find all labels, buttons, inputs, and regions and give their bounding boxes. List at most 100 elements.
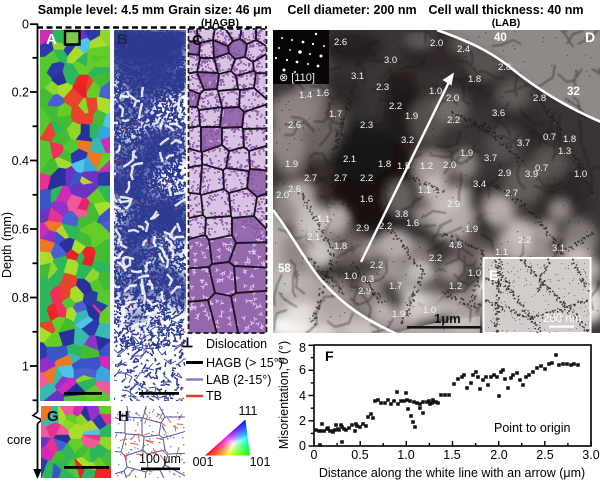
svg-text:1.9: 1.9 — [465, 224, 478, 235]
svg-text:Cell wall thickness: 40 nm: Cell wall thickness: 40 nm — [429, 3, 584, 17]
svg-text:2.9: 2.9 — [498, 168, 511, 179]
svg-text:0.3: 0.3 — [361, 274, 374, 285]
svg-text:100 μm: 100 μm — [139, 452, 181, 466]
svg-text:C: C — [192, 32, 203, 49]
svg-text:3.0: 3.0 — [582, 448, 599, 462]
svg-text:2.8: 2.8 — [498, 62, 511, 73]
svg-text:1.9: 1.9 — [460, 148, 473, 159]
svg-text:H: H — [118, 408, 129, 425]
svg-text:LAB (2-15°): LAB (2-15°) — [206, 373, 271, 387]
svg-text:2.7: 2.7 — [304, 173, 317, 184]
svg-text:1.5: 1.5 — [443, 448, 460, 462]
svg-text:1μm: 1μm — [434, 311, 461, 326]
svg-text:1.1: 1.1 — [317, 214, 330, 225]
svg-text:2.6: 2.6 — [288, 184, 301, 195]
svg-text:0.7: 0.7 — [535, 163, 548, 174]
svg-text:1: 1 — [22, 360, 29, 374]
svg-text:1.8: 1.8 — [378, 159, 391, 170]
svg-text:1.1: 1.1 — [418, 185, 431, 196]
svg-text:1.6: 1.6 — [360, 194, 373, 205]
svg-text:1.9: 1.9 — [285, 159, 298, 170]
svg-text:(LAB): (LAB) — [492, 17, 521, 29]
svg-text:2.9: 2.9 — [358, 286, 371, 297]
svg-text:2.0: 2.0 — [443, 160, 456, 171]
svg-text:2.2: 2.2 — [370, 260, 383, 271]
svg-text:4.8: 4.8 — [449, 240, 462, 251]
svg-text:1.9: 1.9 — [405, 111, 418, 122]
svg-text:101: 101 — [250, 455, 271, 469]
svg-text:3.4: 3.4 — [473, 179, 486, 190]
svg-text:2.4: 2.4 — [457, 44, 470, 55]
svg-text:0.6: 0.6 — [12, 223, 29, 237]
svg-text:3.9: 3.9 — [525, 169, 538, 180]
svg-text:1.2: 1.2 — [420, 161, 433, 172]
svg-text:Dislocation: Dislocation — [206, 337, 267, 351]
svg-text:1.1: 1.1 — [495, 247, 508, 258]
svg-text:1.0: 1.0 — [423, 305, 436, 316]
svg-text:2.1: 2.1 — [343, 154, 356, 165]
svg-text:2.7: 2.7 — [505, 188, 518, 199]
svg-text:3.7: 3.7 — [517, 138, 530, 149]
svg-text:Sample level: 4.5 mm: Sample level: 4.5 mm — [38, 3, 164, 17]
svg-text:001: 001 — [193, 455, 214, 469]
svg-text:2.9: 2.9 — [447, 199, 460, 210]
svg-text:1.8: 1.8 — [563, 134, 576, 145]
svg-text:2.0: 2.0 — [276, 190, 289, 201]
svg-text:2.0: 2.0 — [430, 38, 443, 49]
svg-text:2: 2 — [299, 414, 306, 428]
svg-text:3.1: 3.1 — [552, 243, 565, 254]
svg-text:2.2: 2.2 — [518, 235, 531, 246]
svg-text:HAGB (> 15°): HAGB (> 15°) — [206, 356, 283, 370]
svg-text:8: 8 — [299, 341, 306, 355]
svg-text:0: 0 — [22, 18, 29, 32]
svg-text:D: D — [585, 29, 595, 45]
svg-text:Point to origin: Point to origin — [494, 421, 570, 435]
svg-text:200 nm: 200 nm — [543, 313, 581, 325]
svg-text:0: 0 — [311, 448, 318, 462]
svg-text:1.3: 1.3 — [558, 146, 571, 157]
svg-text:2.6: 2.6 — [288, 120, 301, 131]
svg-text:0.4: 0.4 — [12, 154, 29, 168]
svg-text:2.3: 2.3 — [360, 120, 373, 131]
svg-text:1.5: 1.5 — [397, 161, 410, 172]
svg-text:core: core — [7, 433, 31, 447]
svg-text:0.2: 0.2 — [12, 86, 29, 100]
svg-text:Depth (mm): Depth (mm) — [0, 212, 14, 278]
svg-text:3.8: 3.8 — [395, 209, 408, 220]
svg-text:3.0: 3.0 — [384, 55, 397, 66]
svg-text:0: 0 — [299, 439, 306, 453]
svg-text:(HAGB): (HAGB) — [201, 17, 239, 29]
svg-text:6: 6 — [299, 363, 306, 377]
svg-text:2.1: 2.1 — [307, 232, 320, 243]
svg-text:2.2: 2.2 — [447, 115, 460, 126]
svg-text:3.1: 3.1 — [351, 71, 364, 82]
svg-text:1.0: 1.0 — [344, 271, 357, 282]
svg-text:Cell diameter: 200 nm: Cell diameter: 200 nm — [287, 3, 416, 17]
svg-text:Misorientation, θ (°): Misorientation, θ (°) — [277, 341, 291, 449]
svg-text:2.9: 2.9 — [356, 223, 369, 234]
svg-text:1.4: 1.4 — [299, 90, 312, 101]
svg-text:2.2: 2.2 — [360, 173, 373, 184]
svg-text:1.0: 1.0 — [397, 448, 414, 462]
svg-text:0.7: 0.7 — [543, 132, 556, 143]
svg-text:2.8: 2.8 — [533, 93, 546, 104]
svg-text:2.2: 2.2 — [389, 101, 402, 112]
svg-text:4: 4 — [299, 389, 306, 403]
svg-text:3.2: 3.2 — [401, 135, 414, 146]
svg-text:Grain size: 46 μm: Grain size: 46 μm — [168, 3, 272, 17]
svg-text:2.7: 2.7 — [334, 173, 347, 184]
svg-text:G: G — [47, 408, 59, 425]
svg-text:Distance along the white line: Distance along the white line with an ar… — [319, 466, 585, 480]
svg-text:40: 40 — [494, 32, 507, 44]
svg-text:3.7: 3.7 — [484, 153, 497, 164]
svg-text:1.0: 1.0 — [429, 86, 442, 97]
svg-text:2.0: 2.0 — [446, 93, 459, 104]
svg-text:1.2: 1.2 — [449, 281, 462, 292]
svg-text:2.3: 2.3 — [376, 82, 389, 93]
svg-text:1.0: 1.0 — [574, 169, 587, 180]
svg-text:3.6: 3.6 — [492, 108, 505, 119]
svg-text:0.5: 0.5 — [351, 448, 368, 462]
svg-text:1.6: 1.6 — [316, 88, 329, 99]
svg-text:2.0: 2.0 — [490, 448, 507, 462]
svg-text:2.2: 2.2 — [429, 253, 442, 264]
